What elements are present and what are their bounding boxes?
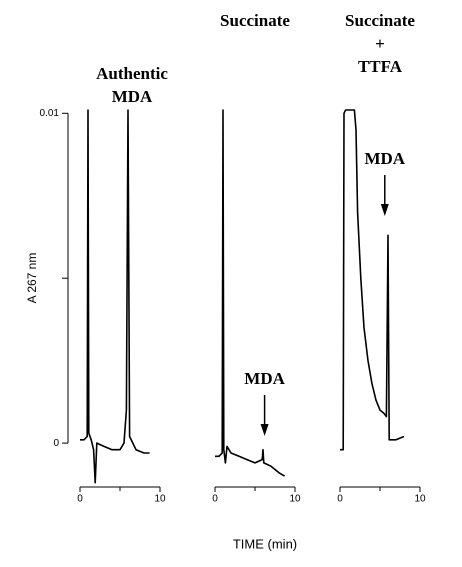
x-tick-label: 10 — [414, 494, 426, 505]
y-axis-label: A 267 nm — [25, 253, 39, 304]
panel-title: Authentic — [96, 64, 168, 83]
y-tick-label: 0 — [53, 438, 59, 449]
x-tick-label: 0 — [212, 494, 218, 505]
annotation: MDA — [364, 149, 405, 168]
x-tick-label: 10 — [289, 494, 301, 505]
y-tick-label: 0.01 — [40, 108, 60, 119]
trace — [215, 109, 286, 477]
arrow-head — [380, 204, 389, 216]
panel-title: + — [375, 34, 385, 53]
trace — [80, 109, 150, 484]
panel-title: Succinate — [345, 11, 415, 30]
panel-title: Succinate — [220, 11, 290, 30]
arrow-head — [260, 424, 269, 436]
x-tick-label: 0 — [337, 494, 343, 505]
x-tick-label: 10 — [154, 494, 166, 505]
trace — [340, 109, 405, 451]
panel-title: TTFA — [358, 57, 403, 76]
panel-title: MDA — [112, 87, 153, 106]
x-tick-label: 0 — [77, 494, 83, 505]
x-axis-label: TIME (min) — [233, 536, 297, 551]
annotation: MDA — [244, 369, 285, 388]
